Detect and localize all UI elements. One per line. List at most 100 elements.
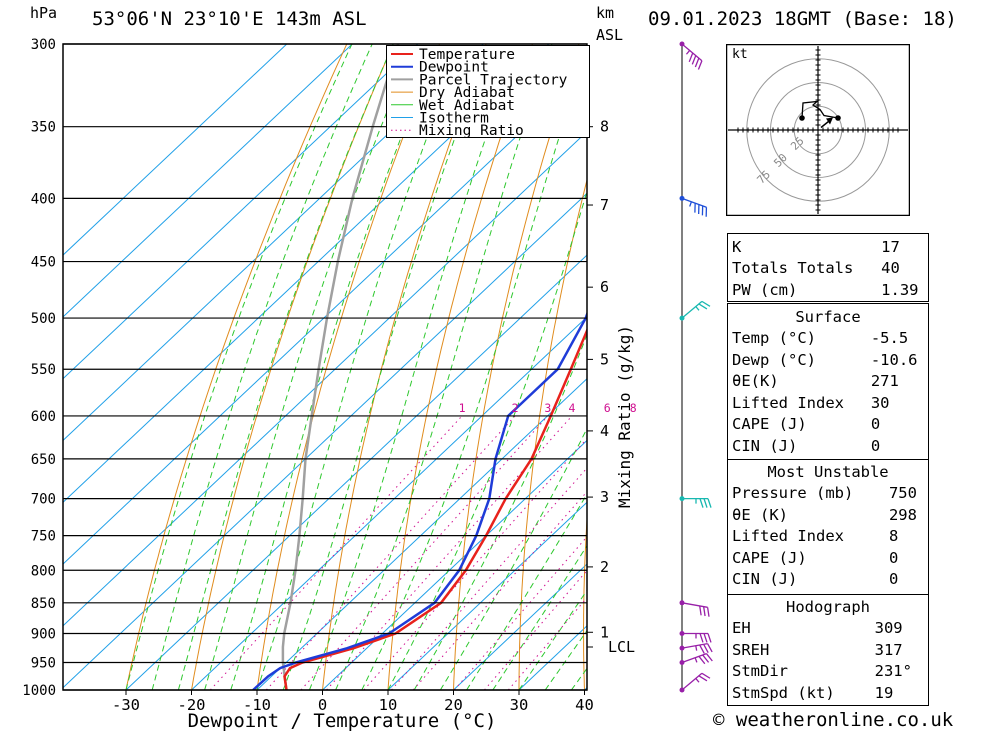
surface-row-temp: Temp (°C) -5.5	[732, 329, 909, 348]
mu-row-li: Lifted Index 8	[732, 527, 899, 546]
wet-adiabat-line	[361, 49, 587, 690]
pressure-tick-label: 800	[31, 563, 56, 579]
hodograph-table: Hodograph EH 309 SREH 317 StmDir 231° StmSp…	[728, 596, 928, 704]
legend-entry-label: Wet Adiabat	[419, 98, 515, 114]
wet-adiabat-line	[518, 589, 587, 690]
pressure-tick-label: 450	[31, 255, 56, 271]
pressure-tick-label: 1000	[22, 683, 56, 699]
wind-barb-flag	[703, 498, 708, 508]
wind-barb-flag	[699, 633, 704, 643]
surface-box: Surface Temp (°C) -5.5 Dewp (°C) -10.6 θE(…	[727, 303, 929, 460]
surface-table: Surface Temp (°C) -5.5 Dewp (°C) -10.6 θE(…	[728, 306, 928, 457]
km-unit-label: km	[596, 4, 615, 22]
station-location: 53°06'N 23°10'E 143m ASL	[92, 8, 367, 30]
pressure-tick-label: 550	[31, 362, 56, 378]
legend-entry-label: Temperature	[419, 47, 515, 63]
isotherm-line	[453, 563, 587, 690]
sounding-datetime: 09.01.2023 18GMT (Base: 18)	[648, 8, 957, 30]
hodograph-title: Hodograph	[786, 597, 870, 616]
altitude-tick-label: 7	[600, 196, 609, 214]
pressure-tick-label: 850	[31, 596, 56, 612]
isotherm-line	[387, 501, 587, 690]
asl-unit-label: ASL	[596, 26, 624, 44]
mixing-ratio-line	[412, 490, 587, 690]
isotherm-line	[63, 192, 587, 689]
wind-barb-shaft	[681, 300, 703, 319]
wet-adiabat-line	[204, 44, 416, 690]
wind-barb-half-flag	[689, 201, 693, 207]
altitude-tick-label: 8	[600, 118, 609, 136]
mixing-ratio-line	[209, 415, 463, 690]
temperature-tick-label: 20	[444, 696, 463, 714]
dry-adiabat-line	[583, 512, 587, 690]
isotherm-line	[63, 44, 484, 442]
surface-row-thetae: θE(K) 271	[732, 372, 899, 391]
pressure-tick-label: 500	[31, 311, 56, 327]
hodograph-end-dot	[835, 115, 841, 121]
pressure-tick-label: 950	[31, 655, 56, 671]
dry-adiabat-line	[322, 44, 487, 690]
wind-barb-flag	[698, 303, 708, 310]
mu-row-pressure: Pressure (mb) 750	[732, 484, 917, 503]
wind-barb-flag	[699, 644, 705, 654]
wind-barb-shaft	[681, 602, 708, 608]
wind-barb-flag	[702, 654, 710, 663]
dry-adiabat-line	[387, 44, 533, 690]
surface-row-cin: CIN (J) 0	[732, 436, 881, 455]
mu-row-cape: CAPE (J) 0	[732, 548, 899, 567]
altitude-tick-label: 5	[600, 350, 609, 368]
dry-adiabat-line	[125, 44, 348, 690]
altitude-tick-label: 2	[600, 558, 609, 576]
wind-barb-flag	[703, 644, 709, 654]
mixing-ratio-label: 1	[459, 401, 466, 415]
pressure-tick-label: 900	[31, 626, 56, 642]
pressure-tick-label: 700	[31, 492, 56, 508]
altitude-tick-label: 4	[600, 422, 609, 440]
hodo-row-stmspd: StmSpd (kt) 19	[732, 683, 894, 702]
isotherm-line	[191, 316, 587, 690]
pressure-unit-label: hPa	[30, 4, 58, 22]
hodo-row-eh: EH 309	[732, 619, 903, 638]
wind-barb-half-flag	[695, 306, 700, 311]
altitude-tick-label: 6	[600, 278, 609, 296]
isotherm-line	[63, 44, 419, 380]
x-axis-label: Dewpoint / Temperature (°C)	[188, 710, 497, 732]
wind-barb-half-flag	[685, 50, 691, 55]
storm-motion-arrowhead	[826, 117, 833, 125]
wind-barb-shaft	[681, 652, 707, 664]
pressure-tick-label: 750	[31, 529, 56, 545]
wet-adiabat-line	[177, 44, 394, 690]
isotherm-line	[125, 254, 587, 690]
temperature-tick-label: 0	[318, 696, 327, 714]
wind-barb-flag	[701, 300, 711, 307]
wind-barb-flag	[703, 606, 706, 617]
temperature-tick-label: 30	[510, 696, 529, 714]
temperature-profile-line	[283, 327, 587, 690]
mixing-ratio-label: 8	[630, 401, 637, 415]
dry-adiabat-line	[256, 44, 441, 690]
wind-barb-flag	[698, 655, 706, 665]
plot-area-lines	[63, 44, 587, 690]
skew-t-chart: 1234681015202530035040045050055060065070…	[22, 37, 637, 732]
legend-entry-label: Parcel Trajectory	[419, 72, 568, 88]
mixing-ratio-line	[363, 437, 587, 690]
wet-adiabat-line	[282, 44, 491, 690]
mu-row-cin: CIN (J) 0	[732, 570, 899, 589]
altitude-tick-label: 3	[600, 488, 609, 506]
wind-barb-shaft	[681, 672, 703, 691]
wind-barb-flag	[706, 607, 710, 617]
most-unstable-title: Most Unstable	[767, 462, 889, 481]
pressure-tick-label: 650	[31, 452, 56, 468]
pressure-tick-label: 600	[31, 409, 56, 425]
stability-indices-table: K 17 Totals Totals 40 PW (cm) 1.39	[728, 236, 928, 301]
surface-title: Surface	[795, 307, 861, 326]
wind-barb-flag	[705, 653, 713, 662]
temperature-tick-label: -20	[178, 696, 206, 714]
wind-barb-flag	[701, 672, 711, 679]
isotherm-line	[322, 439, 587, 690]
pressure-tick-label: 300	[31, 37, 56, 53]
hodo-row-stmdir: StmDir 231°	[732, 662, 912, 681]
mixing-ratio-line	[265, 415, 516, 690]
copyright-footer[interactable]: © weatheronline.co.uk	[713, 709, 954, 731]
